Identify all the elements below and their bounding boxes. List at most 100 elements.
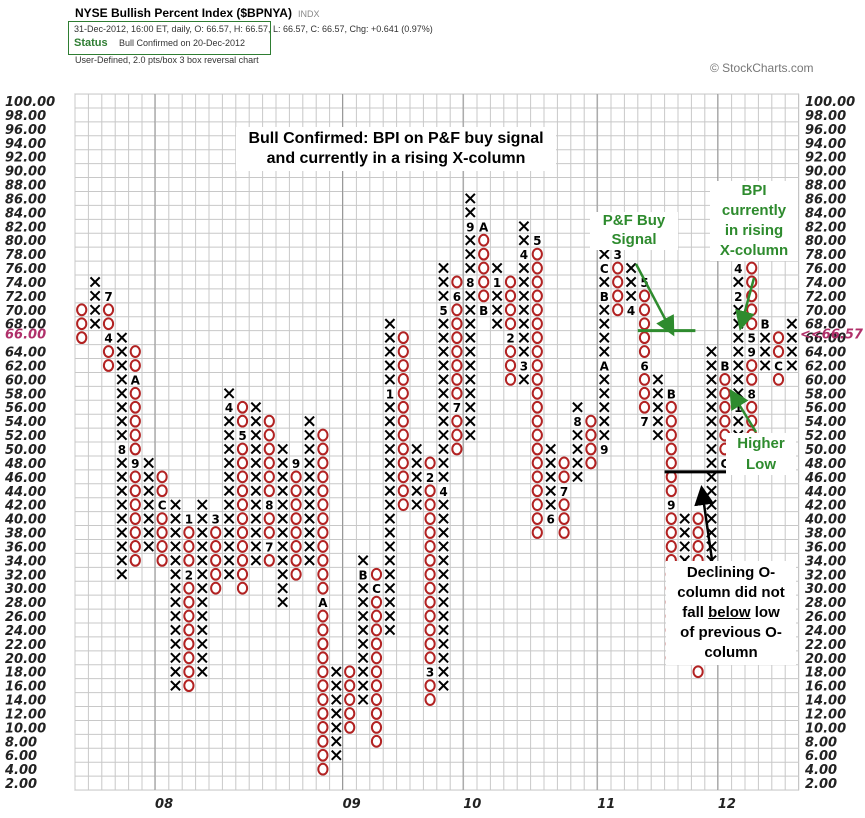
pf-o-mark <box>531 359 543 372</box>
pf-x-mark <box>384 555 396 566</box>
pf-x-mark <box>438 401 449 413</box>
pf-x-mark <box>304 555 315 566</box>
pf-x-mark <box>116 346 128 357</box>
pf-o-mark <box>638 386 651 400</box>
pf-x-mark <box>411 485 423 497</box>
y-tick-label-left: 62.00 <box>5 359 46 374</box>
pf-x-mark <box>518 276 530 288</box>
pf-x-mark <box>116 388 128 399</box>
pf-x-mark <box>116 555 128 566</box>
pf-x-stroke <box>438 610 449 622</box>
pf-o-mark <box>504 359 517 372</box>
y-tick-label-left: 30.00 <box>5 582 46 597</box>
pf-x-mark <box>786 318 798 330</box>
pf-o-mark <box>746 359 758 372</box>
pf-x-stroke <box>384 555 396 566</box>
pf-x-mark <box>170 638 181 650</box>
pf-x-mark <box>411 457 423 469</box>
pf-o-mark <box>129 498 141 512</box>
pf-o-mark <box>370 609 383 623</box>
pf-x-mark <box>384 485 396 497</box>
pf-o-mark <box>370 679 383 693</box>
pf-x-mark <box>438 624 449 636</box>
pf-o-mark <box>317 581 329 595</box>
pf-x-stroke <box>330 694 342 705</box>
pf-o-mark <box>746 261 758 275</box>
pf-o-mark <box>344 721 356 734</box>
pf-o-mark <box>504 303 517 317</box>
pf-o-mark <box>746 373 758 386</box>
pf-x-stroke <box>518 276 530 288</box>
pf-x-mark <box>196 513 208 524</box>
pf-o-mark <box>236 400 249 414</box>
pf-x-mark <box>572 457 583 469</box>
pf-o-mark <box>451 414 463 428</box>
pf-x-mark <box>464 248 476 260</box>
pf-x-stroke <box>277 471 289 483</box>
y-tick-label-left: 22.00 <box>5 638 46 653</box>
pf-x-mark <box>438 610 449 622</box>
pf-x-mark <box>464 207 476 218</box>
pf-o-mark <box>638 289 651 303</box>
pf-x-mark <box>116 499 128 510</box>
pf-x-stroke <box>464 388 476 399</box>
pf-o-mark <box>424 526 436 539</box>
pf-o-mark <box>317 762 329 776</box>
pf-o-mark <box>156 540 168 553</box>
pf-o-mark <box>317 734 329 748</box>
pf-x-stroke <box>116 374 128 385</box>
pf-x-stroke <box>438 360 449 371</box>
pf-x-stroke <box>384 596 396 608</box>
pf-o-mark <box>424 553 436 567</box>
pf-x-stroke <box>357 582 369 594</box>
pf-x-stroke <box>706 513 717 524</box>
pf-o-mark <box>531 331 543 345</box>
pf-o-mark <box>317 748 329 762</box>
pf-x-stroke <box>384 513 396 524</box>
pf-x-stroke <box>170 541 181 552</box>
pf-x-mark <box>598 374 610 385</box>
pf-x-stroke <box>491 318 503 330</box>
quote-line: 31-Dec-2012, 16:00 ET, daily, O: 66.57, … <box>74 24 433 34</box>
pf-x-mark <box>170 568 181 580</box>
pf-month-mark: C <box>372 582 381 596</box>
y-tick-label-right: 28.00 <box>805 596 846 611</box>
pf-month-mark: 8 <box>466 276 474 290</box>
pf-x-mark <box>89 276 101 288</box>
y-tick-label-right: 2.00 <box>805 777 837 792</box>
y-tick-label-right: 94.00 <box>805 137 846 152</box>
pf-o-mark <box>129 414 141 428</box>
y-tick-label-right: 78.00 <box>805 248 846 263</box>
last-price-bg <box>3 330 71 345</box>
pf-x-stroke <box>438 332 449 343</box>
pf-x-stroke <box>438 471 449 483</box>
pf-o-mark <box>397 428 409 442</box>
pf-x-stroke <box>196 638 208 650</box>
pf-x-mark <box>438 388 449 399</box>
pf-x-stroke <box>384 332 396 343</box>
pf-x-mark <box>384 582 396 594</box>
pf-x-stroke <box>598 276 610 288</box>
pf-x-stroke <box>652 415 664 427</box>
pf-o-mark <box>665 456 677 470</box>
pf-x-mark <box>438 582 449 594</box>
y-tick-label-left: 52.00 <box>5 429 46 444</box>
pf-x-stroke <box>223 499 235 510</box>
pf-x-mark <box>384 596 396 608</box>
pf-o-mark <box>531 317 543 331</box>
pf-x-mark <box>545 499 557 510</box>
pf-x-stroke <box>706 346 717 357</box>
pf-x-stroke <box>464 193 476 204</box>
ticker-label: INDX <box>297 9 320 19</box>
pf-x-stroke <box>411 485 423 497</box>
pf-o-mark <box>772 345 785 358</box>
pf-x-stroke <box>732 374 744 385</box>
pf-x-stroke <box>170 513 181 524</box>
pf-x-mark <box>330 749 342 761</box>
y-tick-label-right: 30.00 <box>805 582 846 597</box>
pf-x-mark <box>357 666 369 678</box>
pf-x-stroke <box>518 262 530 274</box>
pf-x-stroke <box>170 555 181 566</box>
pf-o-mark <box>317 428 329 442</box>
pf-x-stroke <box>759 360 771 371</box>
